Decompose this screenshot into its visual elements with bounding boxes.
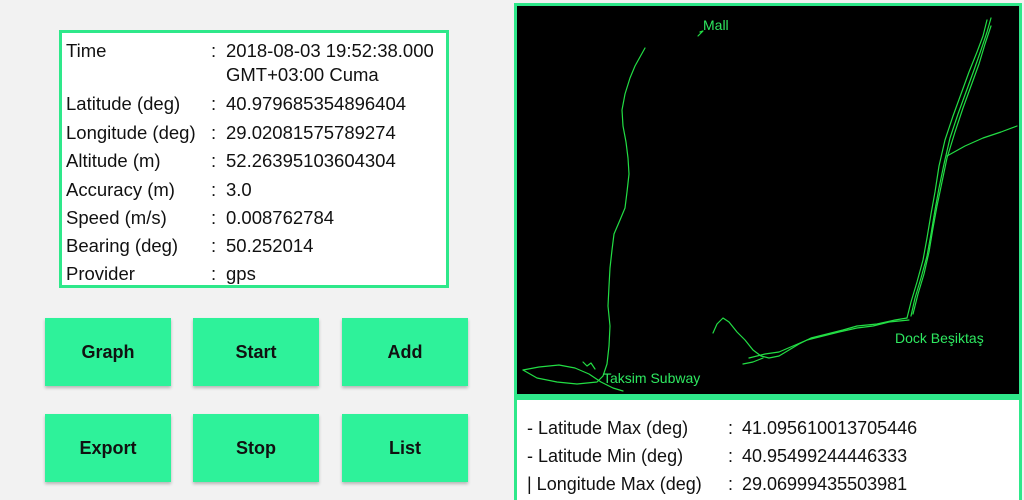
info-label: Provider [66, 263, 135, 284]
gps-track-bottom-2 [748, 319, 910, 359]
stats-label: - Latitude Max (deg) [527, 418, 689, 438]
gps-track-coast-3 [912, 25, 992, 315]
info-separator: : [211, 40, 217, 61]
info-separator: : [211, 150, 217, 171]
list-button[interactable]: List [342, 414, 468, 482]
info-separator: : [211, 122, 217, 143]
info-label: Altitude (m) [66, 150, 161, 171]
gps-track-bottom [712, 317, 908, 359]
info-value: 29.02081575789274 [226, 122, 396, 143]
info-label: Time [66, 40, 107, 61]
info-value: 2018-08-03 19:52:38.000 [226, 40, 434, 61]
info-value: 52.26395103604304 [226, 150, 396, 171]
info-label: Latitude (deg) [66, 93, 181, 114]
info-label: Longitude (deg) [66, 122, 196, 143]
stats-label: - Latitude Min (deg) [527, 446, 684, 466]
stats-separator: : [728, 474, 734, 494]
gps-track-left [522, 47, 646, 385]
info-value: 50.252014 [226, 235, 314, 256]
info-value: 40.979685354896404 [226, 93, 407, 114]
map-label-taksim-subway: Taksim Subway [603, 370, 701, 386]
info-label: Accuracy (m) [66, 179, 175, 200]
info-separator: : [211, 235, 217, 256]
export-button[interactable]: Export [45, 414, 171, 482]
stats-value: 40.95499244446333 [742, 446, 908, 466]
gps-track-mall [697, 30, 704, 37]
info-label: Bearing (deg) [66, 235, 179, 256]
stats-separator: : [728, 446, 734, 466]
gps-track-taksim-2 [582, 361, 596, 370]
start-button[interactable]: Start [193, 318, 319, 386]
gps-track-east-branch [946, 125, 1018, 157]
gps-track-taksim-1 [522, 364, 624, 392]
stats-value: 41.095610013705446 [742, 418, 918, 438]
info-separator: : [211, 263, 217, 284]
route-map[interactable]: Mall Dock Beşiktaş Taksim Subway [514, 3, 1022, 397]
stop-button[interactable]: Stop [193, 414, 319, 482]
info-value: GMT+03:00 Cuma [226, 64, 379, 85]
add-button[interactable]: Add [342, 318, 468, 386]
stats-separator: : [728, 418, 734, 438]
gps-track-coast-2 [910, 17, 992, 317]
graph-button[interactable]: Graph [45, 318, 171, 386]
info-label: Speed (m/s) [66, 207, 167, 228]
bounds-stats-panel: - Latitude Max (deg) : 41.09561001370544… [514, 397, 1022, 500]
info-separator: : [211, 93, 217, 114]
map-label-mall: Mall [703, 17, 729, 33]
map-label-dock-besiktas: Dock Beşiktaş [895, 330, 984, 346]
stats-label: | Longitude Max (deg) [527, 474, 702, 494]
gps-track-spur [742, 357, 764, 365]
info-value: 3.0 [226, 179, 252, 200]
location-info-panel: Time : 2018-08-03 19:52:38.000 GMT+03:00… [59, 30, 449, 288]
info-value: gps [226, 263, 256, 284]
gps-track-coast [906, 19, 988, 319]
info-value: 0.008762784 [226, 207, 335, 228]
gps-track-canvas [522, 17, 1018, 392]
info-separator: : [211, 179, 217, 200]
info-separator: : [211, 207, 217, 228]
stats-value: 29.06999435503981 [742, 474, 908, 494]
